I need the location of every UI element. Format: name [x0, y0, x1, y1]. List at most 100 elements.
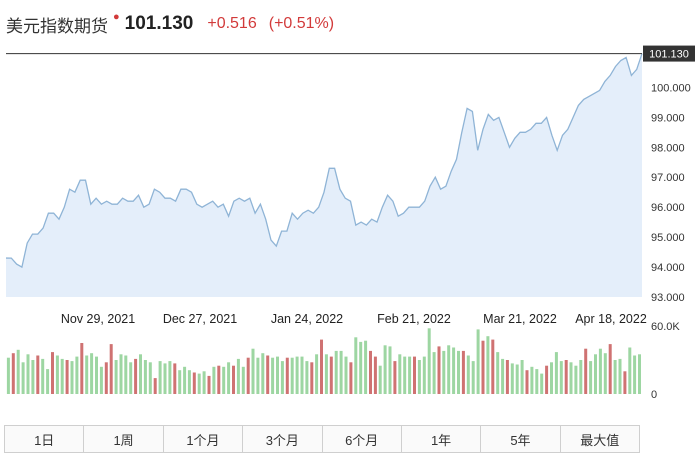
volume-plot — [6, 328, 641, 394]
date-tick-label: Jan 24, 2022 — [271, 312, 343, 326]
volume-bar — [461, 350, 465, 394]
volume-bar — [104, 362, 108, 394]
date-tick-label: Mar 21, 2022 — [483, 312, 557, 326]
volume-bar — [369, 350, 372, 394]
volume-bar — [393, 361, 397, 394]
volume-bar — [129, 362, 133, 394]
range-button-6[interactable]: 1年 — [401, 426, 482, 452]
price-tick-label: 94.000 — [651, 262, 685, 274]
last-price-badge-text: 101.130 — [649, 49, 689, 61]
volume-bar — [437, 346, 441, 394]
volume-bar — [85, 355, 89, 394]
volume-bar — [41, 358, 45, 394]
volume-bar — [354, 337, 358, 394]
volume-bar — [349, 362, 353, 394]
volume-bar — [139, 354, 142, 394]
volume-bar — [398, 354, 402, 394]
volume-bar — [584, 348, 588, 394]
volume-bar — [408, 356, 412, 394]
range-button-5[interactable]: 6个月 — [322, 426, 402, 452]
volume-bar — [158, 361, 162, 394]
volume-bar — [134, 358, 138, 394]
volume-bar — [628, 347, 632, 394]
volume-bar — [403, 356, 407, 394]
volume-bar — [212, 366, 216, 394]
volume-bar — [413, 356, 416, 394]
volume-bar — [574, 365, 578, 394]
volume-bar — [300, 356, 304, 394]
range-button-3[interactable]: 1个月 — [163, 426, 244, 452]
volume-axis: 60.0K 0 — [651, 321, 680, 401]
price-tick-label: 97.000 — [651, 172, 685, 184]
volume-bar — [540, 373, 544, 394]
volume-bar — [334, 350, 338, 394]
volume-bar — [280, 361, 284, 394]
volume-bar — [271, 357, 275, 394]
volume-bar — [320, 339, 323, 394]
volume-bar — [457, 350, 460, 394]
last-price-badge: 101.130 — [643, 45, 695, 62]
price-volume-chart[interactable]: 101.000100.00099.00098.00097.00096.00095… — [0, 40, 700, 415]
volume-bar — [178, 370, 182, 394]
volume-bar — [197, 373, 201, 394]
volume-bar — [510, 363, 514, 394]
volume-bar — [442, 350, 446, 394]
volume-bar — [554, 352, 558, 394]
range-button-7[interactable]: 5年 — [481, 426, 561, 452]
volume-bar — [148, 362, 152, 394]
price-area-fill — [6, 53, 642, 297]
price-tick-label: 93.000 — [651, 292, 685, 304]
volume-bar — [295, 356, 299, 394]
volume-bar — [143, 360, 147, 394]
volume-bar — [70, 361, 74, 394]
volume-bar — [608, 344, 612, 394]
volume-bar — [638, 354, 641, 394]
volume-bar — [535, 369, 539, 394]
volume-bar — [187, 370, 191, 394]
volume-bar — [481, 340, 485, 394]
volume-bar — [51, 352, 54, 394]
volume-bar — [36, 355, 40, 394]
price-series-line — [5, 53, 643, 269]
volume-bar — [515, 364, 519, 394]
volume-bar — [324, 354, 328, 394]
volume-bar — [227, 362, 231, 394]
volume-bar — [383, 345, 387, 394]
volume-bar — [217, 365, 221, 394]
volume-bar — [476, 329, 480, 394]
volume-bar — [266, 355, 270, 394]
volume-bar — [153, 378, 157, 394]
volume-bar — [618, 358, 622, 394]
volume-bar — [305, 361, 309, 394]
volume-bar — [594, 354, 597, 394]
instrument-title: 美元指数期货 — [6, 16, 108, 36]
last-price: 101.130 — [124, 13, 194, 34]
price-change-percent: (+0.51%) — [268, 15, 335, 32]
volume-bar — [232, 365, 235, 394]
volume-bar — [559, 361, 563, 394]
volume-bar — [75, 356, 79, 394]
volume-bar — [550, 362, 553, 394]
volume-bar — [344, 356, 348, 394]
volume-bar — [21, 362, 25, 394]
volume-bar — [99, 366, 103, 394]
volume-bar — [339, 350, 343, 394]
price-change: +0.516 — [207, 15, 257, 32]
price-tick-label: 95.000 — [651, 232, 685, 244]
price-tick-label: 100.000 — [651, 82, 691, 94]
volume-bar — [378, 365, 382, 394]
price-axis: 101.000100.00099.00098.00097.00096.00095… — [651, 52, 691, 304]
date-tick-label: Feb 21, 2022 — [377, 312, 451, 326]
range-button-8[interactable]: 最大值 — [560, 426, 639, 452]
range-button-2[interactable]: 1周 — [84, 426, 164, 452]
volume-bar — [564, 360, 568, 394]
volume-bar — [315, 354, 319, 394]
volume-bar — [422, 356, 426, 394]
volume-bar — [589, 361, 593, 394]
volume-bar — [119, 354, 123, 394]
range-button-1[interactable]: 1日 — [5, 426, 85, 452]
volume-bar — [256, 357, 260, 394]
volume-tick-label: 60.0K — [651, 321, 680, 333]
range-button-4[interactable]: 3个月 — [243, 426, 323, 452]
price-tick-label: 99.000 — [651, 112, 685, 124]
